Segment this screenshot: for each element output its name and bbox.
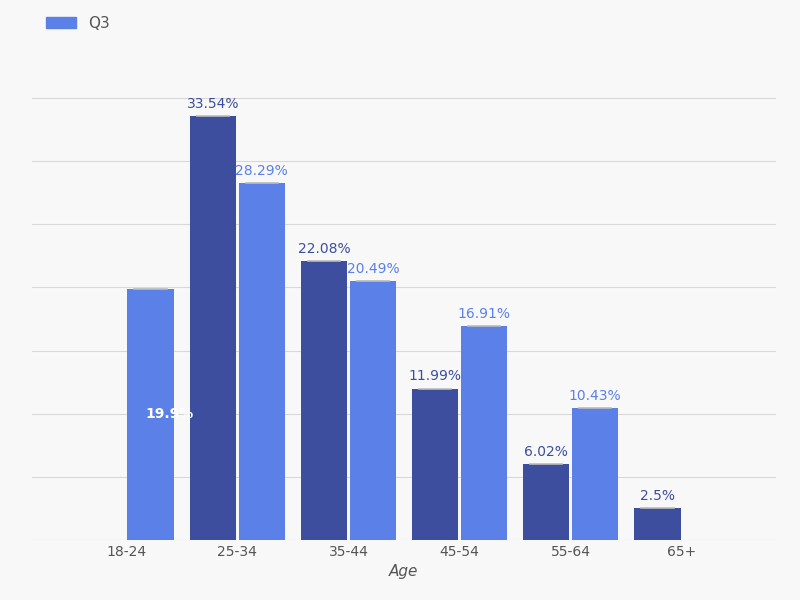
Bar — [190, 116, 236, 540]
Text: 2.5%: 2.5% — [640, 490, 674, 503]
Bar — [523, 464, 570, 540]
Bar — [301, 261, 347, 540]
Text: 22.08%: 22.08% — [298, 242, 350, 256]
Bar — [572, 408, 618, 540]
Bar — [634, 508, 681, 540]
Bar — [127, 289, 174, 540]
Text: 11.99%: 11.99% — [409, 370, 462, 383]
Text: 19.9%: 19.9% — [146, 407, 194, 421]
Bar — [350, 281, 396, 540]
X-axis label: Age: Age — [390, 565, 418, 580]
Text: 10.43%: 10.43% — [569, 389, 622, 403]
Text: 6.02%: 6.02% — [524, 445, 568, 459]
Legend: Q3: Q3 — [40, 10, 116, 37]
Bar — [412, 389, 458, 540]
Bar — [238, 182, 285, 540]
Text: 16.91%: 16.91% — [458, 307, 510, 322]
Bar — [461, 326, 507, 540]
Text: 20.49%: 20.49% — [346, 262, 399, 276]
Text: 28.29%: 28.29% — [235, 164, 288, 178]
Text: 33.54%: 33.54% — [186, 97, 239, 111]
